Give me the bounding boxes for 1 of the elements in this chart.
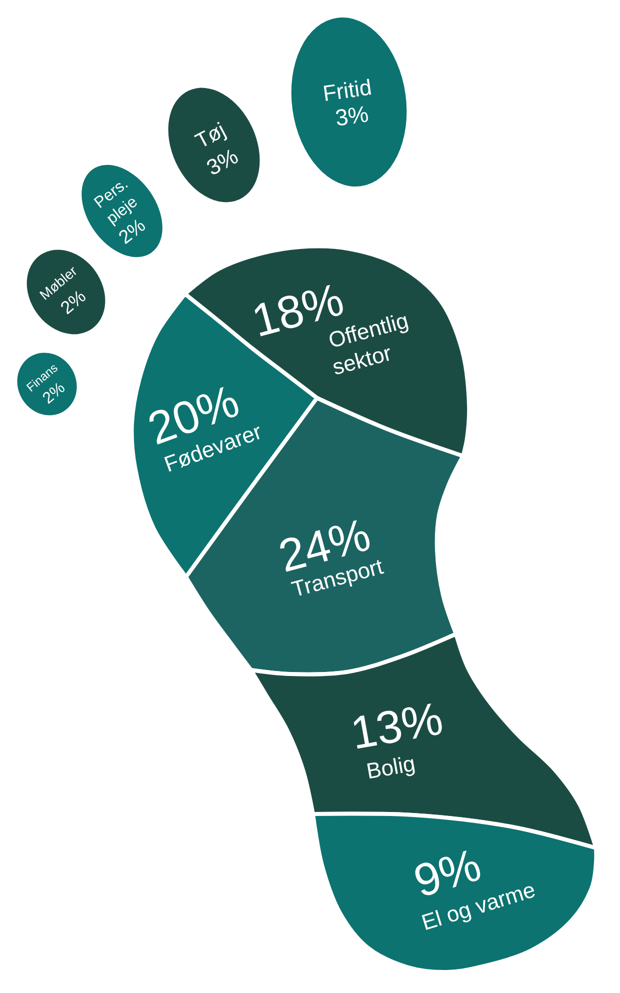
category-label: Bolig xyxy=(364,750,418,784)
